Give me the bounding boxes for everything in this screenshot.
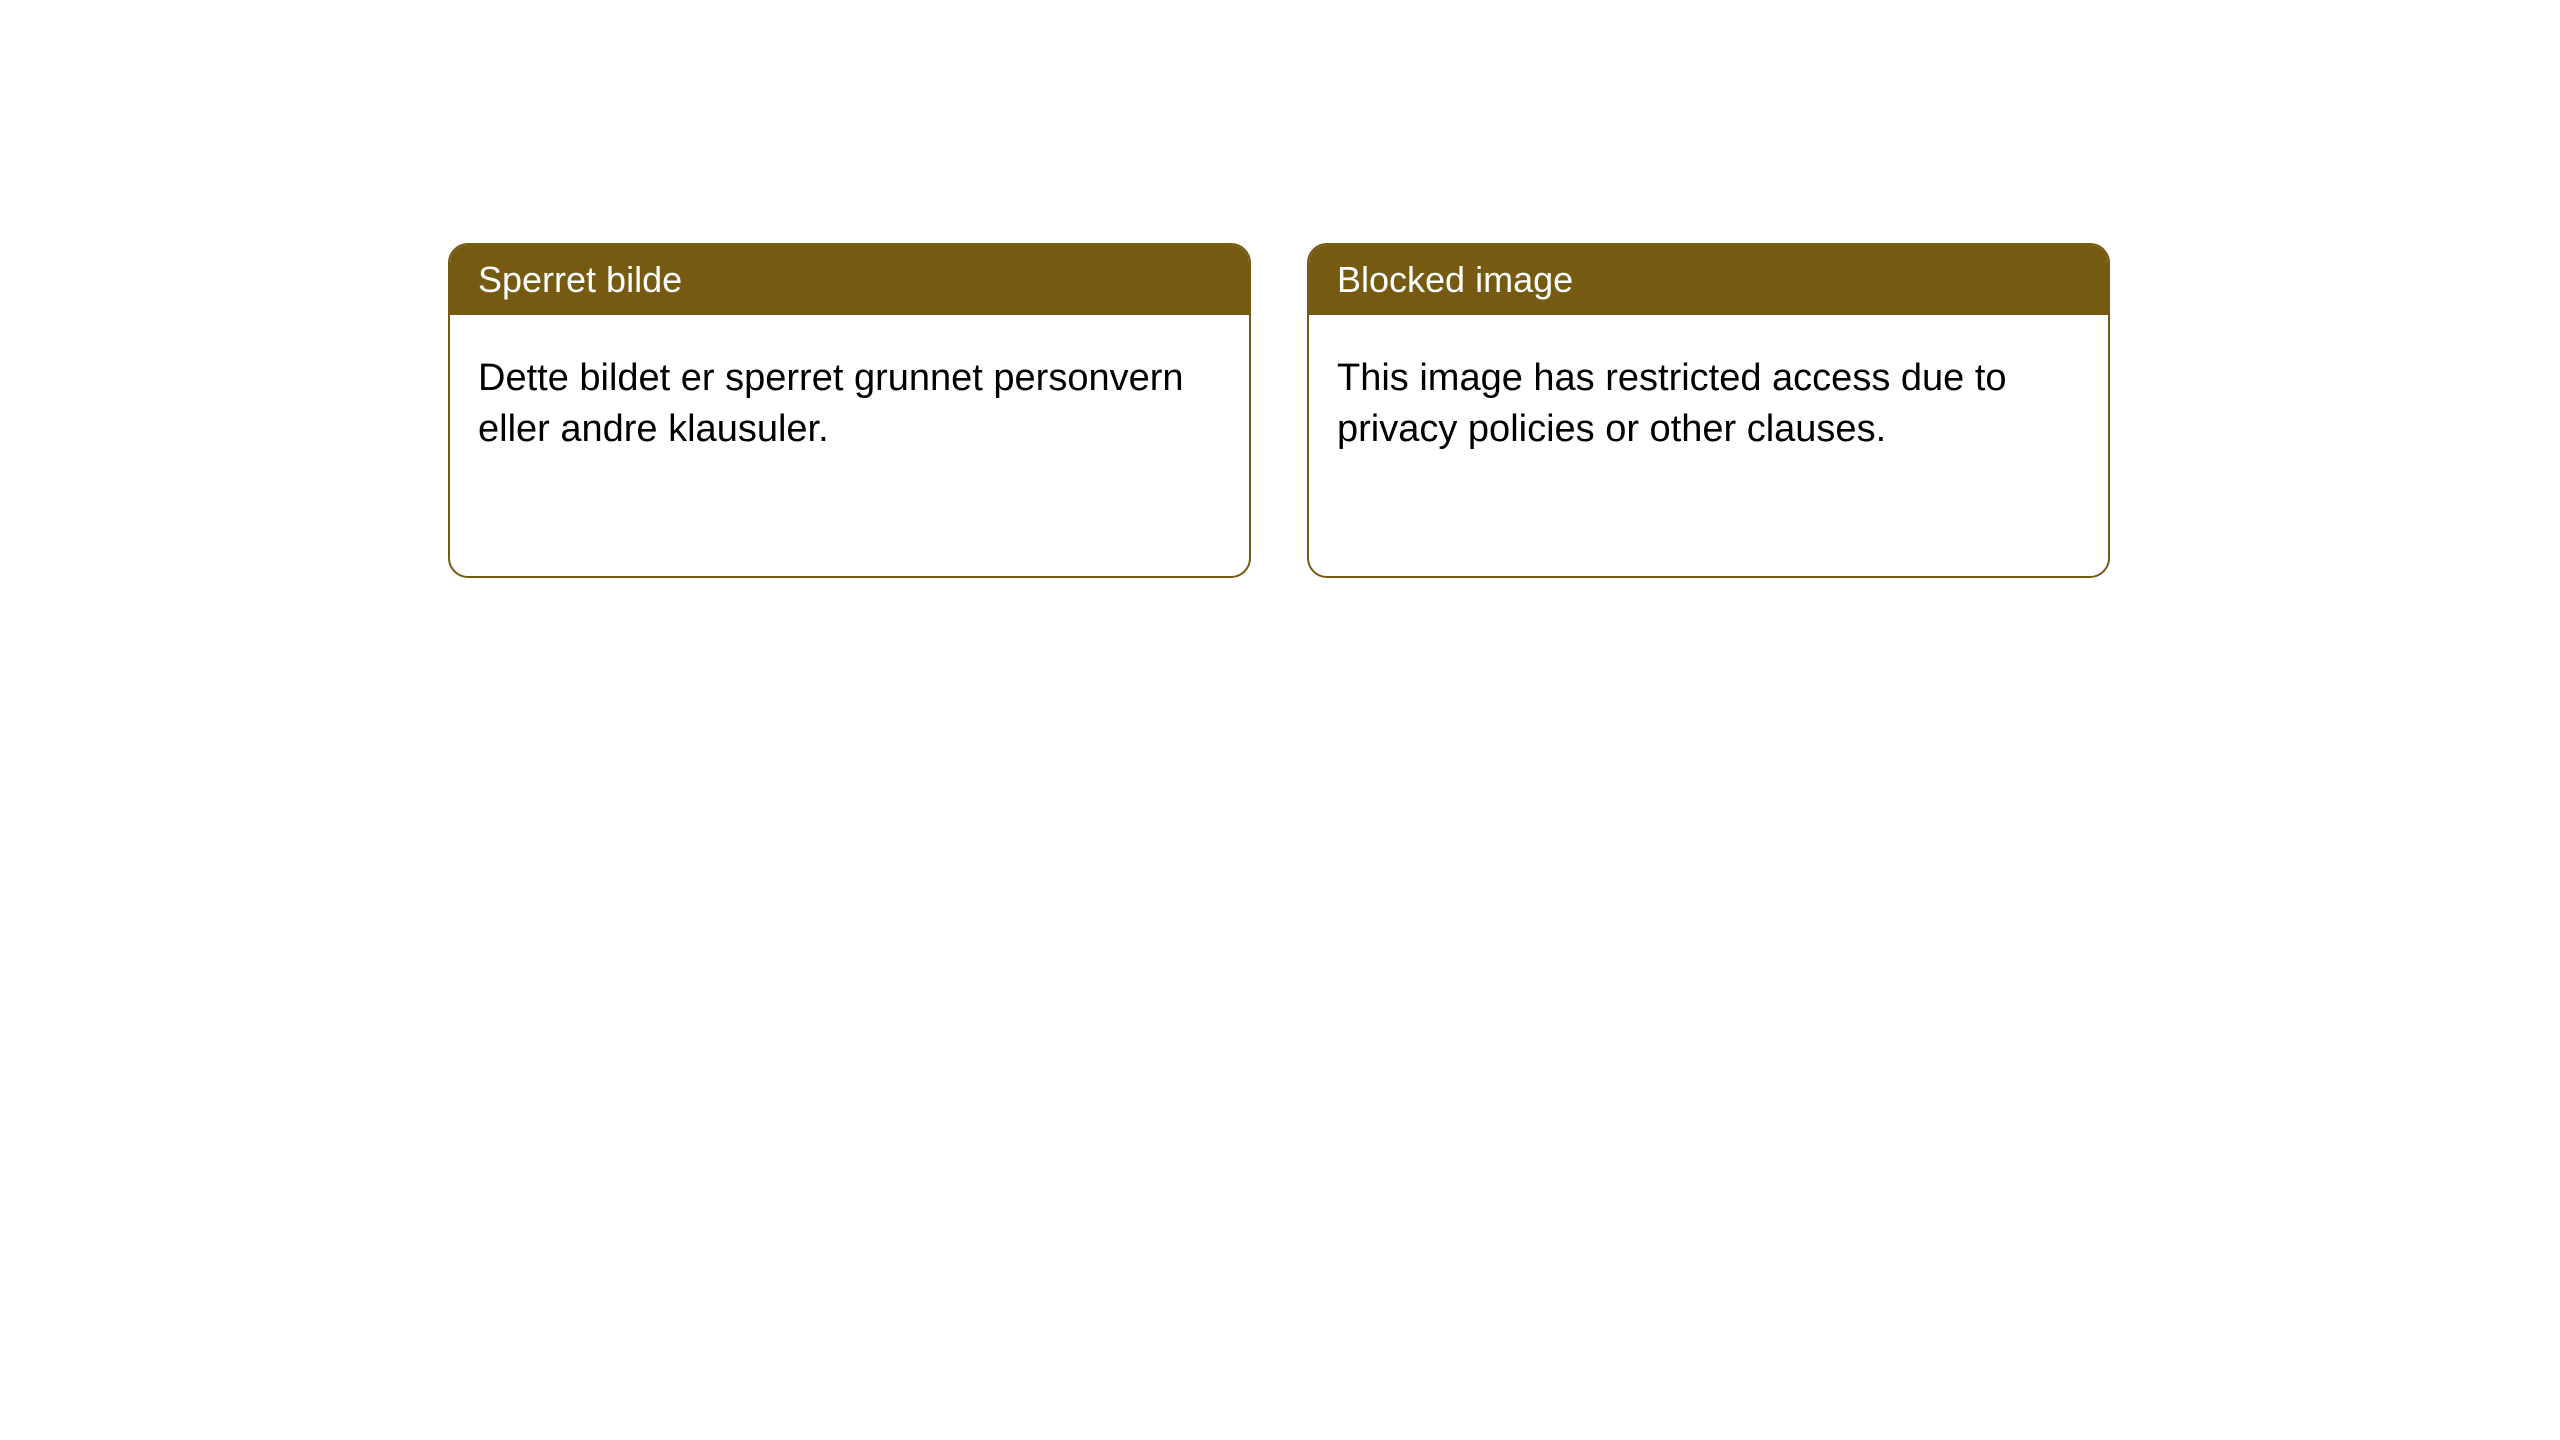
notice-card-english: Blocked image This image has restricted … [1307,243,2110,578]
notice-card-norwegian: Sperret bilde Dette bildet er sperret gr… [448,243,1251,578]
notice-body-english: This image has restricted access due to … [1309,315,2108,494]
notice-body-norwegian: Dette bildet er sperret grunnet personve… [450,315,1249,494]
notice-title-english: Blocked image [1309,245,2108,315]
notice-title-norwegian: Sperret bilde [450,245,1249,315]
notice-container: Sperret bilde Dette bildet er sperret gr… [448,243,2110,578]
